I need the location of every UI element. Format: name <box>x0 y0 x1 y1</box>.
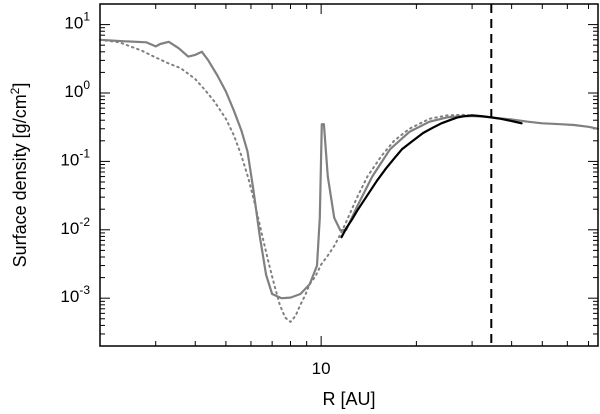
y-axis-title-text: Surface density [g/cm <box>10 94 30 267</box>
y-tick-label-exponent: -1 <box>79 146 90 160</box>
y-tick-label-base: 10 <box>60 287 79 306</box>
y-tick-label-exponent: -2 <box>79 215 90 229</box>
y-tick-label-exponent: 0 <box>83 78 90 92</box>
y-tick-label: 10-2 <box>60 215 90 238</box>
x-axis-title: R [AU] <box>322 389 375 409</box>
y-tick-label-base: 10 <box>64 82 83 101</box>
y-tick-label: 100 <box>64 78 90 101</box>
series-line-solid-gray <box>98 38 600 300</box>
tick-marks <box>99 3 598 347</box>
y-axis-title: Surface density [g/cm2] <box>8 83 30 268</box>
y-tick-label-base: 10 <box>60 150 79 169</box>
series-line-dotted-gray <box>99 38 487 323</box>
y-tick-label: 10-1 <box>60 146 90 169</box>
series-line-solid-black <box>340 114 523 239</box>
y-tick-label: 101 <box>64 10 90 33</box>
y-tick-label: 10-3 <box>60 283 90 306</box>
y-tick-label-base: 10 <box>60 219 79 238</box>
y-tick-label-exponent: 1 <box>83 10 90 24</box>
x-tick-label: 10 <box>312 359 331 378</box>
y-tick-label-base: 10 <box>64 14 83 33</box>
y-tick-label-exponent: -3 <box>79 283 90 297</box>
plot-frame <box>99 3 599 347</box>
series-group <box>98 38 600 323</box>
y-axis-title-superscript: 2 <box>8 87 22 94</box>
y-axis-title-close: ] <box>10 83 30 88</box>
